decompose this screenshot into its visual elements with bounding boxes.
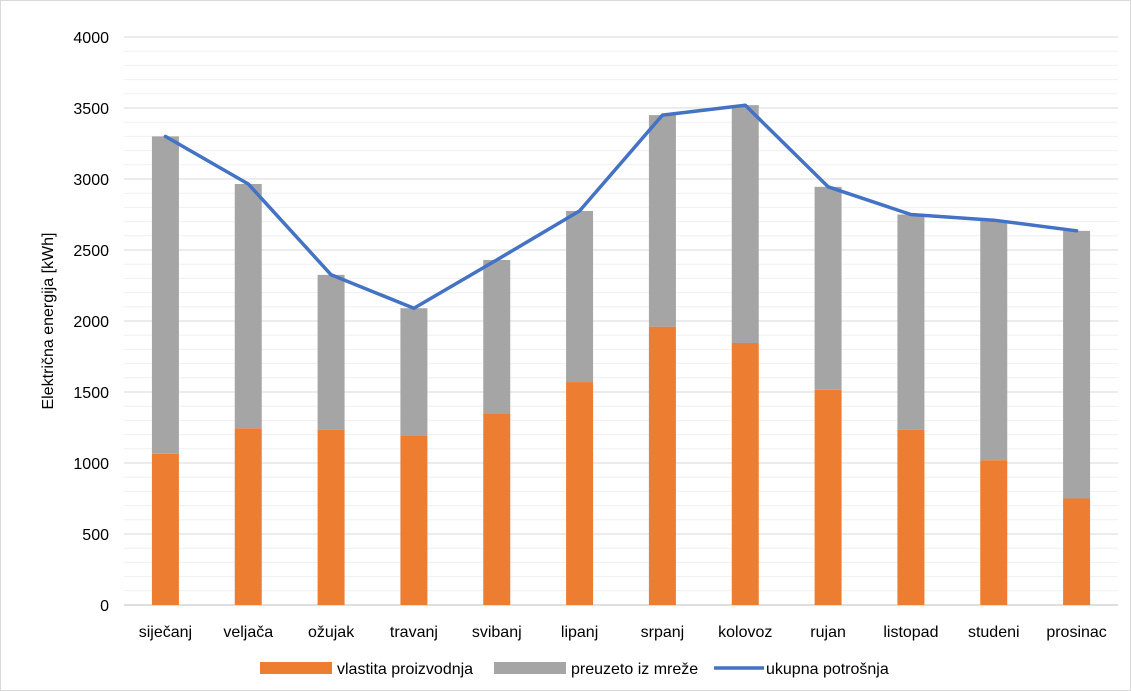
bar-grid-import bbox=[483, 259, 511, 415]
bar-own-production bbox=[234, 428, 262, 605]
y-tick-label: 4000 bbox=[73, 30, 109, 47]
bar-own-production bbox=[1063, 498, 1091, 605]
x-tick-label: travanj bbox=[390, 624, 438, 641]
legend-label: vlastita proizvodnja bbox=[337, 661, 473, 678]
total-consumption-line bbox=[163, 103, 1079, 310]
legend-label: preuzeto iz mreže bbox=[571, 661, 698, 678]
bar-grid-import bbox=[317, 274, 345, 430]
bar-grid-import bbox=[814, 186, 842, 390]
bar-own-production bbox=[731, 343, 759, 605]
bar-grid-import bbox=[1063, 230, 1091, 499]
legend: vlastita proizvodnja preuzeto iz mreže uku… bbox=[260, 661, 889, 678]
y-tick-label: 2000 bbox=[73, 314, 109, 331]
x-tick-label: studeni bbox=[968, 624, 1020, 641]
x-tick-label: veljača bbox=[223, 624, 273, 641]
line-total-consumption bbox=[163, 103, 1079, 310]
x-tick-label: srpanj bbox=[641, 624, 685, 641]
bar-own-production bbox=[566, 382, 594, 605]
bars bbox=[151, 105, 1091, 605]
legend-swatch bbox=[260, 662, 332, 674]
bar-grid-import bbox=[648, 115, 676, 327]
x-tick-label: rujan bbox=[810, 624, 846, 641]
x-tick-label: siječanj bbox=[139, 624, 192, 641]
bar-own-production bbox=[151, 453, 179, 605]
x-tick-label: svibanj bbox=[472, 624, 522, 641]
x-tick-label: lipanj bbox=[561, 624, 598, 641]
y-tick-label: 2500 bbox=[73, 243, 109, 260]
x-tick-label: listopad bbox=[883, 624, 938, 641]
legend-label: ukupna potrošnja bbox=[766, 661, 889, 678]
bar-own-production bbox=[897, 429, 925, 605]
bar-grid-import bbox=[980, 220, 1008, 461]
bar-own-production bbox=[400, 435, 428, 605]
bar-own-production bbox=[814, 389, 842, 605]
y-tick-label: 3000 bbox=[73, 172, 109, 189]
x-tick-label: kolovoz bbox=[718, 624, 772, 641]
axes: 0 500 1000 1500 2000 2500 3000 3500 4000 Električ… bbox=[40, 30, 1107, 641]
y-tick-label: 500 bbox=[82, 527, 109, 544]
legend-total-consumption: ukupna potrošnja bbox=[714, 661, 889, 678]
bar-own-production bbox=[483, 414, 511, 605]
bar-own-production bbox=[317, 429, 345, 605]
legend-swatch bbox=[494, 662, 566, 674]
x-tick-label: prosinac bbox=[1046, 624, 1106, 641]
y-tick-label: 1000 bbox=[73, 456, 109, 473]
bar-grid-import bbox=[234, 183, 262, 429]
bar-grid-import bbox=[897, 214, 925, 430]
bar-own-production bbox=[648, 326, 676, 605]
legend-grid-import: preuzeto iz mreže bbox=[494, 661, 698, 678]
bar-grid-import bbox=[566, 210, 594, 383]
legend-own-production: vlastita proizvodnja bbox=[260, 661, 473, 678]
y-tick-label: 0 bbox=[100, 598, 109, 615]
y-tick-label: 1500 bbox=[73, 385, 109, 402]
bar-grid-import bbox=[731, 105, 759, 344]
bar-own-production bbox=[980, 460, 1008, 605]
gridlines bbox=[124, 36, 1118, 606]
y-axis-title: Električna energija [kWh] bbox=[40, 233, 57, 410]
bar-grid-import bbox=[400, 308, 428, 436]
x-tick-label: ožujak bbox=[308, 624, 355, 641]
y-tick-label: 3500 bbox=[73, 101, 109, 118]
bar-grid-import bbox=[151, 136, 179, 454]
